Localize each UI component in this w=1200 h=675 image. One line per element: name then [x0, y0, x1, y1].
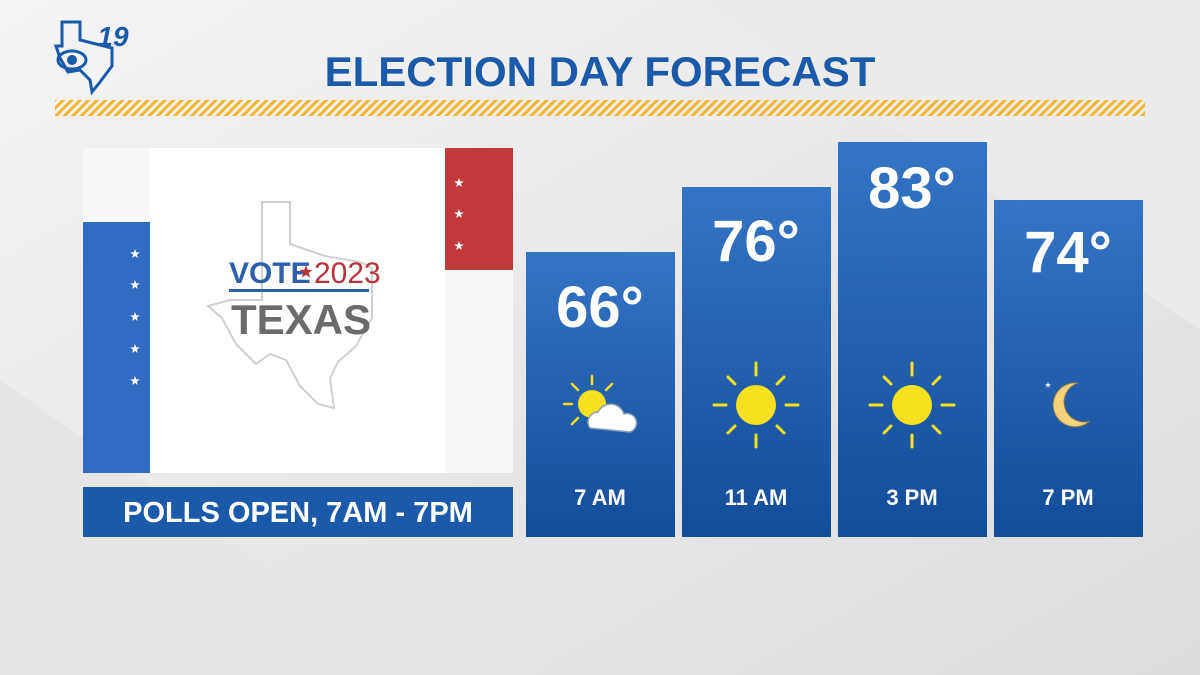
temperature: 74°: [1024, 220, 1112, 285]
forecast-column: 83° 3 PM: [838, 142, 987, 537]
vote-panel: VOTE 2023 TEXAS POLLS OPEN, 7AM - 7PM: [83, 148, 513, 537]
temperature: 66°: [556, 275, 644, 340]
logo: 19: [53, 20, 129, 96]
temperature: 83°: [868, 156, 956, 221]
vote-text: VOTE: [229, 257, 311, 290]
partly-cloudy-icon: [562, 374, 638, 433]
logo-text: 19: [97, 21, 129, 52]
time-label: 3 PM: [886, 485, 937, 510]
moon-icon: [1045, 382, 1091, 428]
banner-text: POLLS OPEN, 7AM - 7PM: [123, 497, 473, 529]
time-label: 7 AM: [574, 485, 626, 510]
title: ELECTION DAY FORECAST: [325, 48, 876, 95]
forecast-column: 74° 7 PM: [994, 200, 1143, 537]
year-text: 2023: [314, 257, 381, 290]
state-text: TEXAS: [231, 296, 371, 343]
forecast-column: 76° 11 AM: [682, 187, 831, 537]
time-label: 11 AM: [725, 485, 788, 510]
time-label: 7 PM: [1042, 485, 1093, 510]
temperature: 76°: [712, 209, 800, 274]
divider: [55, 100, 1145, 116]
forecast-column: 66° 7 AM: [526, 252, 675, 537]
